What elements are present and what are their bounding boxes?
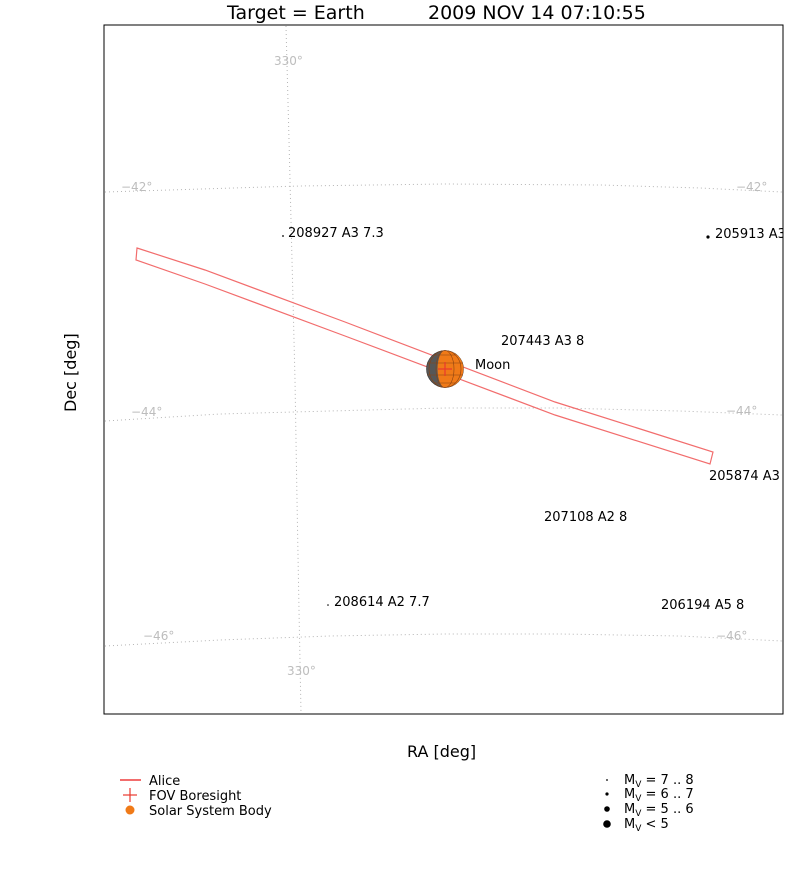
legend-boresight-swatch [123,788,137,802]
legend-magnitude-7-8: MV = 7 .. 8 [606,773,694,790]
star-208614-marker [327,604,329,606]
legend-item-alice: Alice [120,774,180,789]
mag-7-8-label: MV = 7 .. 8 [624,773,694,790]
dec-grid-line-42 [104,183,783,193]
star-208927-marker [282,235,284,237]
dec-grid-label-46-left: −46° [143,629,174,643]
legend-item-solar-body: Solar System Body [125,804,272,819]
ra-grid-label-top: 330° [274,54,303,68]
x-axis-label: RA [deg] [407,742,476,761]
plot-right-margin [783,20,800,720]
star-206194: 206194 A5 8 [661,598,744,613]
legend-solar-body-swatch [125,805,135,815]
star-205913-label: 205913 A3 [715,227,786,242]
mag-6-7-marker [605,792,609,796]
moon-label: Moon [475,358,510,373]
mag-6-7-label: MV = 6 .. 7 [624,787,694,804]
legend-magnitude-5-6: MV = 5 .. 6 [604,802,694,819]
dec-grid-label-44-left: −44° [131,405,162,419]
mag-lt-5-label: MV < 5 [624,817,669,834]
star-208927: 208927 A3 7.3 [282,226,384,241]
legend-boresight-label: FOV Boresight [149,789,241,804]
dec-grid-label-46-right: −46° [716,629,747,643]
fov-boresight-marker [438,362,452,376]
star-207108: 207108 A2 8 [544,510,627,525]
legend: Alice FOV Boresight Solar System Body MV… [120,773,694,834]
dec-grid-label-42-right: −42° [736,180,767,194]
dec-grid-label-42-left: −42° [121,180,152,194]
star-206194-label: 206194 A5 8 [661,598,744,613]
dec-grid-line-44 [104,407,783,422]
star-208927-label: 208927 A3 7.3 [288,226,384,241]
ra-grid-label-bottom: 330° [287,664,316,678]
y-axis-label: Dec [deg] [61,333,80,412]
star-205874: 205874 A3 [709,469,780,484]
dec-grid-line-46 [104,633,783,647]
legend-alice-label: Alice [149,774,180,789]
ra-grid-line-330 [285,25,302,714]
chart-title-target: Target = Earth [226,2,365,24]
star-208614: 208614 A2 7.7 [327,595,430,610]
legend-magnitude-6-7: MV = 6 .. 7 [605,787,694,804]
star-208614-label: 208614 A2 7.7 [334,595,430,610]
star-205913: 205913 A3 [706,227,786,242]
legend-magnitude-lt-5: MV < 5 [603,817,669,834]
legend-solar-body-label: Solar System Body [149,804,272,819]
mag-lt-5-marker [603,820,611,828]
star-205874-label: 205874 A3 [709,469,780,484]
star-207443: 207443 A3 8 [501,334,584,349]
star-207443-label: 207443 A3 8 [501,334,584,349]
dec-grid-label-44-right: −44° [726,404,757,418]
mag-7-8-marker [606,779,608,781]
chart-title-time: 2009 NOV 14 07:10:55 [428,2,646,24]
legend-item-boresight: FOV Boresight [123,788,241,804]
plot-area: 330° 330° −42° −42° −44° −44° −46° −46° … [104,25,786,714]
mag-5-6-label: MV = 5 .. 6 [624,802,694,819]
mag-5-6-marker [604,806,610,812]
star-207108-label: 207108 A2 8 [544,510,627,525]
alice-fov-slit [135,247,714,465]
star-205913-marker [706,235,710,239]
